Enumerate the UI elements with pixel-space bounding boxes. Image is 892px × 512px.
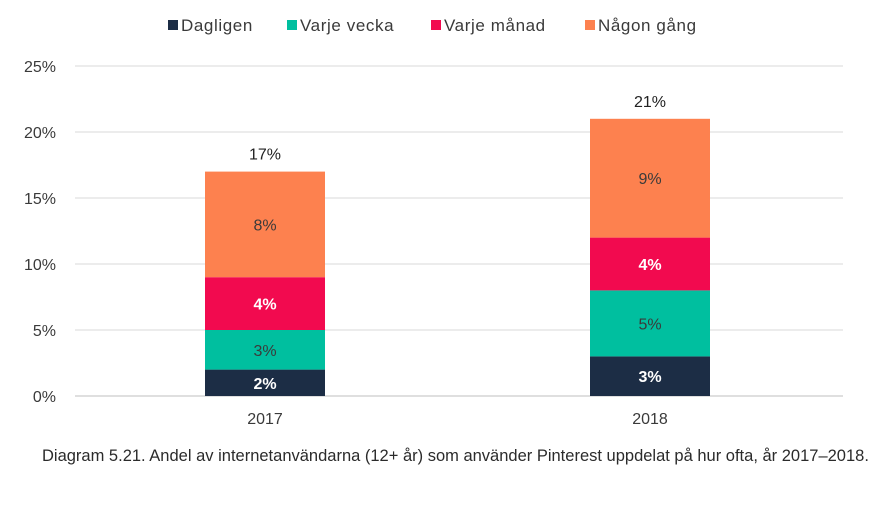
legend-swatch: [431, 20, 441, 30]
x-tick-label: 2017: [247, 411, 283, 428]
data-label: 3%: [638, 369, 661, 386]
total-label: 21%: [634, 94, 666, 111]
legend-label: Varje månad: [444, 16, 546, 35]
legend-label: Någon gång: [598, 16, 697, 35]
total-label: 17%: [249, 147, 281, 164]
bar-segment: [205, 330, 325, 370]
y-tick-label: 5%: [33, 323, 56, 340]
bar-segment: [590, 356, 710, 396]
bar-segment: [590, 290, 710, 357]
bar-segment: [205, 369, 325, 396]
legend-swatch: [168, 20, 178, 30]
data-label: 4%: [638, 257, 661, 274]
data-label: 3%: [253, 343, 276, 360]
legend-label: Dagligen: [181, 16, 253, 35]
data-label: 2%: [253, 376, 276, 393]
chart-caption: Diagram 5.21. Andel av internetanvändarn…: [42, 447, 869, 465]
legend-swatch: [585, 20, 595, 30]
data-label: 5%: [638, 316, 661, 333]
data-label: 9%: [638, 171, 661, 188]
bar-segment: [205, 277, 325, 330]
legend-swatch: [287, 20, 297, 30]
bar-segment: [590, 237, 710, 291]
data-label: 8%: [253, 217, 276, 234]
legend-label: Varje vecka: [300, 16, 394, 35]
bar-segment: [590, 118, 710, 238]
y-tick-label: 25%: [24, 59, 56, 76]
x-tick-label: 2018: [632, 411, 668, 428]
data-label: 4%: [253, 297, 276, 314]
bar-segment: [205, 171, 325, 278]
y-tick-label: 15%: [24, 191, 56, 208]
y-tick-label: 10%: [24, 257, 56, 274]
y-tick-label: 0%: [33, 389, 56, 406]
stacked-bar-chart: 0% 5% 10% 15% 20% 25% 2% 3% 4% 8% 17% 2017 3% 5% 4% 9% 2…: [24, 16, 843, 428]
y-tick-label: 20%: [24, 125, 56, 142]
